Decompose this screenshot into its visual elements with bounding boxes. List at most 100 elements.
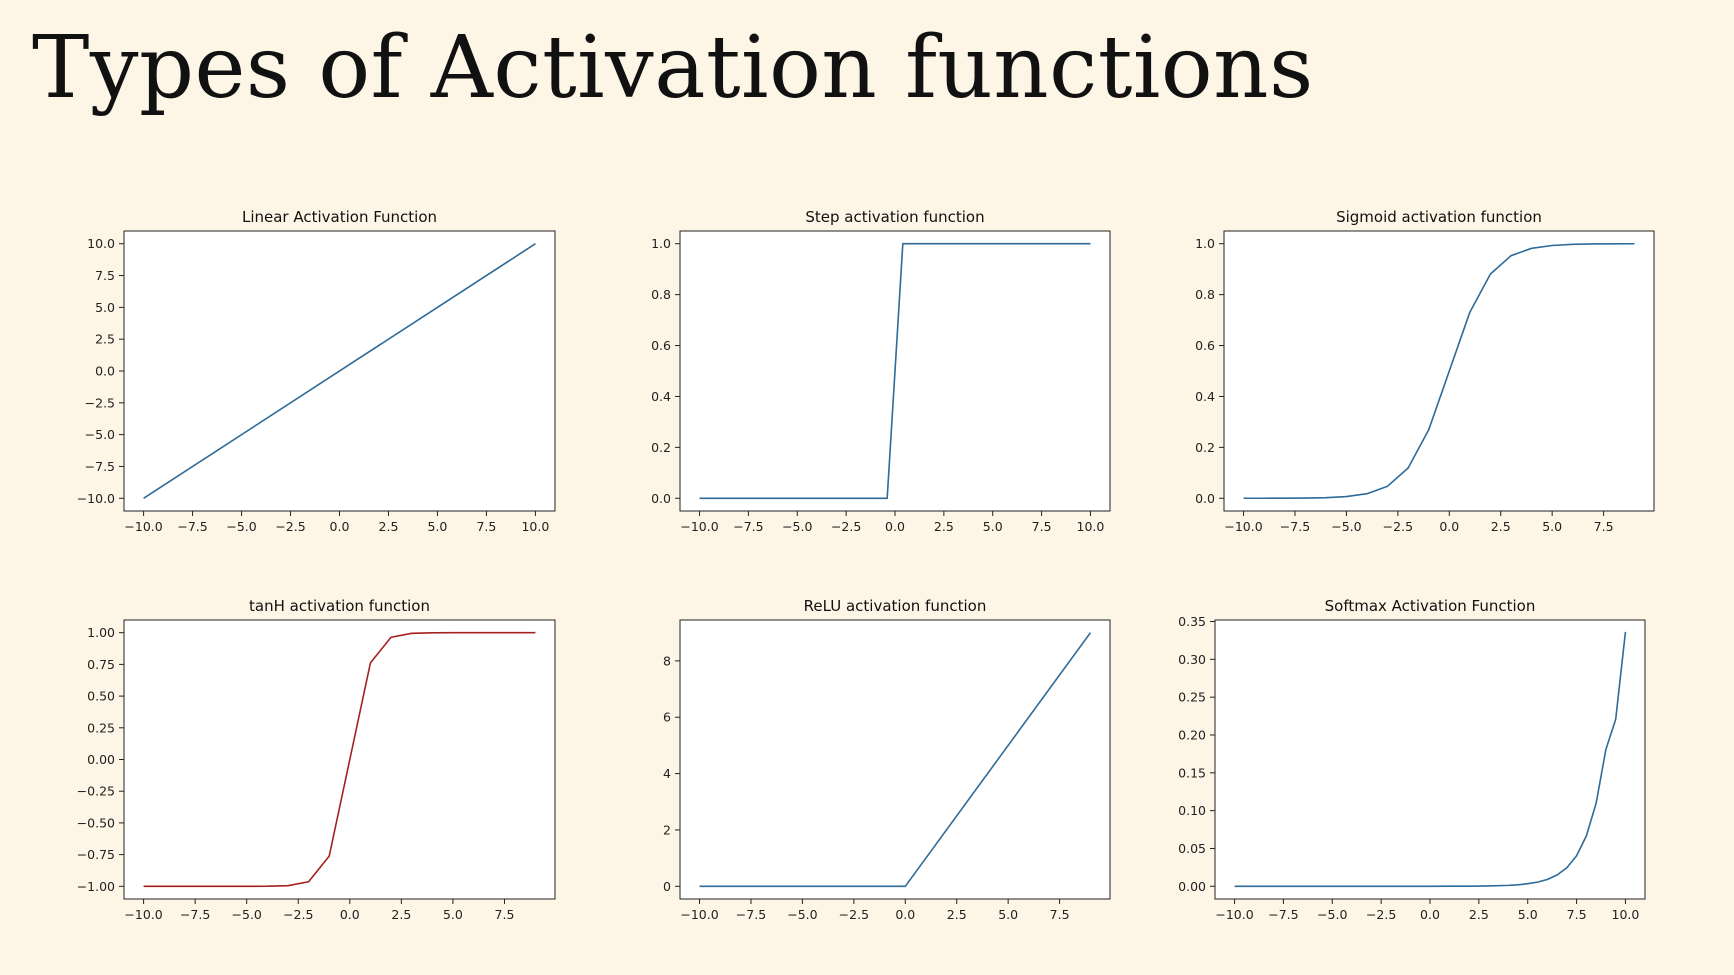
x-tick-label: 10.0 [1077,519,1105,534]
x-tick-label: −2.5 [1383,519,1413,534]
x-tick-label: 7.5 [1050,907,1070,922]
x-tick-label: −2.5 [275,519,305,534]
x-tick-label: 2.5 [379,519,399,534]
y-tick-label: 0.0 [651,491,671,506]
plot-area [1224,231,1654,511]
chart-title: Step activation function [805,208,984,226]
y-tick-label: 8 [663,653,671,668]
y-tick-label: −0.50 [77,815,115,830]
x-tick-label: 2.5 [1469,907,1489,922]
chart-2: Step activation function −10.0 −7.5 −5.0 −2.… [651,208,1111,534]
y-tick-label: 0.30 [1178,652,1206,667]
y-tick-label: 4 [663,766,671,781]
x-tick-label: 7.5 [476,519,496,534]
x-tick-label: −2.5 [831,519,861,534]
y-tick-label: −0.75 [77,847,115,862]
chart-title: Softmax Activation Function [1325,597,1536,615]
y-tick-label: 0.25 [87,720,115,735]
x-tick-label: 0.0 [895,907,915,922]
y-tick-label: 0.4 [651,389,671,404]
x-tick-label: −7.5 [177,519,207,534]
x-tick-label: 5.0 [428,519,448,534]
y-tick-label: 0.00 [87,752,115,767]
axes-frame [1223,230,1655,512]
x-tick-label: −10.0 [680,907,718,922]
plot-area [124,620,555,899]
y-tick-label: 0.50 [87,689,115,704]
x-tick-label: 2.5 [1491,519,1511,534]
y-tick-label: 5.0 [95,300,115,315]
y-tick-label: 0.20 [1178,727,1206,742]
x-tick-label: −5.0 [1317,907,1347,922]
y-tick-label: 2 [663,822,671,837]
y-tick-label: 0.8 [1195,287,1215,302]
y-tick-label: 0.15 [1178,765,1206,780]
y-tick-label: −2.5 [85,395,115,410]
axes-frame [679,619,1111,900]
x-tick-label: 10.0 [521,519,549,534]
x-tick-label: 5.0 [1518,907,1538,922]
x-tick-label: 7.5 [1594,519,1614,534]
y-tick-label: 0.10 [1178,803,1206,818]
x-tick-label: 5.0 [443,907,463,922]
x-tick-label: 7.5 [1032,519,1052,534]
chart-3: Sigmoid activation function −10.0 −7.5 −5.0… [1195,208,1655,534]
y-tick-label: −10.0 [77,491,115,506]
y-tick-label: 0.8 [651,287,671,302]
x-tick-label: −10.0 [680,519,718,534]
page-title: Types of Activation functions [32,18,1314,118]
y-tick-label: 10.0 [87,236,115,251]
x-tick-label: −5.0 [226,519,256,534]
x-tick-label: 0.0 [1420,907,1440,922]
x-tick-label: −5.0 [232,907,262,922]
y-tick-label: 0.2 [651,440,671,455]
x-tick-label: 5.0 [983,519,1003,534]
plot-area [1215,620,1645,899]
x-tick-label: −10.0 [124,519,162,534]
y-tick-label: −5.0 [85,427,115,442]
chart-title: ReLU activation function [804,597,987,615]
y-tick-label: 1.0 [651,236,671,251]
series-line [143,243,536,499]
y-tick-label: 0.00 [1178,879,1206,894]
series-line [143,631,536,888]
chart-1: Linear Activation Function −10.0 −7.5 −5.0 −… [77,208,556,534]
x-tick-label: 7.5 [495,907,515,922]
y-tick-label: 7.5 [95,268,115,283]
x-tick-label: 0.0 [340,907,360,922]
series-line [1243,242,1635,500]
y-tick-label: 2.5 [95,332,115,347]
y-tick-label: 1.00 [87,625,115,640]
x-tick-label: −2.5 [283,907,313,922]
x-tick-label: −7.5 [1268,907,1298,922]
x-tick-label: 5.0 [1542,519,1562,534]
x-tick-label: −7.5 [180,907,210,922]
x-tick-label: 10.0 [1612,907,1640,922]
x-tick-label: −2.5 [1366,907,1396,922]
y-tick-label: 6 [663,710,671,725]
y-tick-label: −0.25 [77,784,115,799]
x-tick-label: −5.0 [787,907,817,922]
y-tick-label: 0.75 [87,657,115,672]
series-line [1234,631,1627,888]
y-tick-label: 0.35 [1178,614,1206,629]
y-tick-label: 0.4 [1195,389,1215,404]
x-tick-label: −5.0 [782,519,812,534]
y-tick-label: 0.6 [1195,338,1215,353]
x-tick-label: −5.0 [1331,519,1361,534]
chart-title: Linear Activation Function [242,208,437,226]
y-tick-label: 0.0 [1195,491,1215,506]
y-tick-label: 0.2 [1195,440,1215,455]
x-tick-label: 2.5 [934,519,954,534]
chart-title: tanH activation function [249,597,430,615]
x-tick-label: −7.5 [733,519,763,534]
x-tick-label: 2.5 [947,907,967,922]
x-tick-label: −10.0 [124,907,162,922]
y-tick-label: −7.5 [85,459,115,474]
x-tick-label: 0.0 [1439,519,1459,534]
x-tick-label: 0.0 [885,519,905,534]
series-line [699,632,1092,888]
x-tick-label: −10.0 [1215,907,1253,922]
x-tick-label: −2.5 [839,907,869,922]
